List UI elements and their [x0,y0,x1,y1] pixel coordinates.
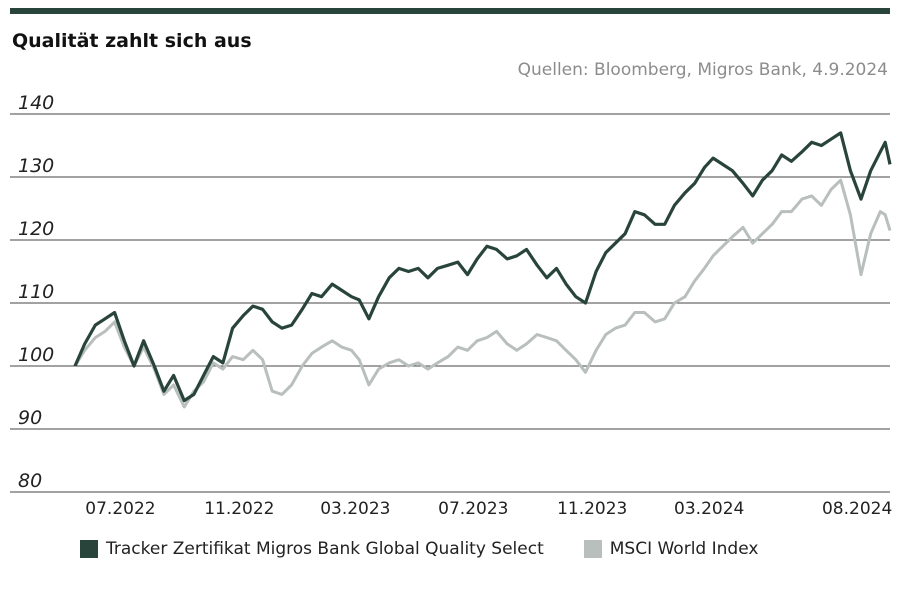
y-tick-label: 90 [18,407,42,429]
legend-item-msci: MSCI World Index [583,539,759,559]
series-line-tracker [73,131,892,403]
y-tick-label: 120 [18,218,54,240]
y-tick-label: 140 [18,92,54,114]
legend-label-msci: MSCI World Index [609,539,759,559]
y-tick-label: 80 [18,470,42,492]
x-tick-label: 03.2023 [320,499,390,519]
x-tick-label: 08.2024 [822,499,892,519]
chart-source: Quellen: Bloomberg, Migros Bank, 4.9.202… [517,60,888,80]
legend-label-tracker: Tracker Zertifikat Migros Bank Global Qu… [106,539,544,559]
y-axis-ticks: 140 130 120 110 100 90 80 [18,92,54,492]
legend: Tracker Zertifikat Migros Bank Global Qu… [80,539,798,559]
legend-swatch-msci [583,540,602,558]
y-tick-label: 130 [18,155,54,177]
x-tick-label: 11.2023 [557,499,627,519]
series-lines [73,131,892,409]
x-tick-label: 07.2023 [438,499,508,519]
y-tick-label: 110 [18,281,54,303]
chart-title: Qualität zahlt sich aus [12,30,252,52]
x-tick-label: 11.2022 [204,499,274,519]
series-line-msci [73,178,892,409]
x-tick-label: 03.2024 [674,499,744,519]
grid [10,113,890,493]
line-chart: 140 130 120 110 100 90 80 07.2022 11.2022 03.202… [10,92,892,519]
legend-swatch-tracker [80,540,98,558]
y-tick-label: 100 [18,344,54,366]
x-tick-label: 07.2022 [85,499,155,519]
legend-item-tracker: Tracker Zertifikat Migros Bank Global Qu… [80,539,544,559]
x-axis-ticks: 07.2022 11.2022 03.2023 07.2023 11.2023 03.20… [85,499,892,519]
top-accent-bar [10,8,890,14]
